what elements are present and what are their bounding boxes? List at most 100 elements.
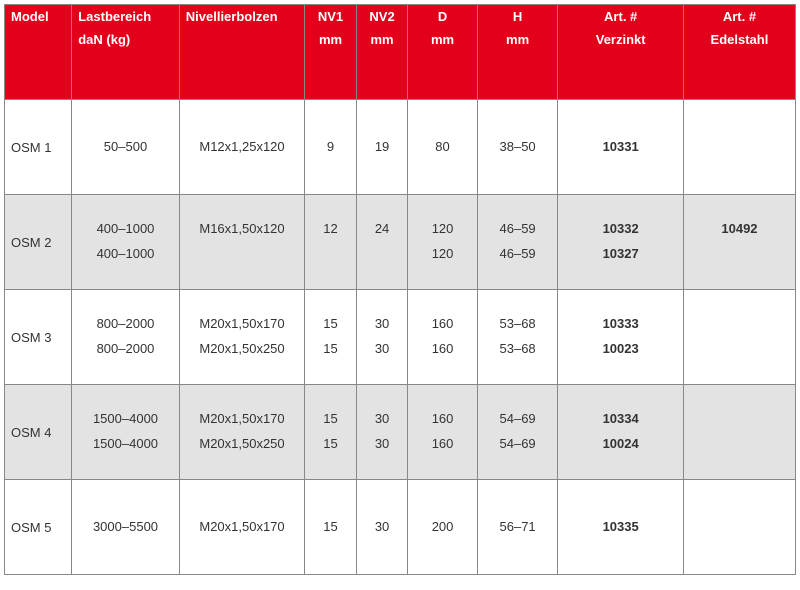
header-h-l1: H (484, 9, 552, 24)
cell-d: 120120 (408, 195, 477, 290)
cell-value: M20x1,50x170 (186, 407, 298, 432)
cell-value: 46–59 (484, 217, 552, 242)
cell-nv1: 12 (305, 195, 357, 290)
cell-niv: M12x1,25x120 (179, 100, 304, 195)
cell-value (690, 242, 789, 267)
cell-value: 120 (414, 242, 470, 267)
header-nv1-l1: NV1 (311, 9, 350, 24)
cell-value (690, 407, 789, 432)
cell-value: 80 (414, 135, 470, 160)
header-arte-l1: Art. # (690, 9, 789, 24)
cell-value: 30 (363, 312, 402, 337)
cell-value: 19 (363, 135, 402, 160)
cell-value: 400–1000 (78, 242, 173, 267)
header-nv2-l2: mm (363, 32, 402, 47)
cell-value: 54–69 (484, 432, 552, 457)
cell-nv2: 19 (356, 100, 408, 195)
cell-art_e (683, 290, 795, 385)
cell-last: 800–2000800–2000 (72, 290, 180, 385)
header-art-edelstahl: Art. # Edelstahl (683, 5, 795, 100)
cell-value: 10335 (564, 515, 676, 540)
cell-niv: M16x1,50x120 (179, 195, 304, 290)
cell-value: 9 (311, 135, 350, 160)
cell-value: 3000–5500 (78, 515, 173, 540)
cell-value (690, 312, 789, 337)
cell-value: 30 (363, 515, 402, 540)
cell-value: 15 (311, 407, 350, 432)
cell-nv1: 9 (305, 100, 357, 195)
header-nv2: NV2 mm (356, 5, 408, 100)
cell-art_v: 1033310023 (558, 290, 683, 385)
cell-value: 400–1000 (78, 217, 173, 242)
cell-value: 46–59 (484, 242, 552, 267)
cell-value: 24 (363, 217, 402, 242)
cell-last: 3000–5500 (72, 480, 180, 575)
cell-nv2: 3030 (356, 385, 408, 480)
cell-h: 56–71 (477, 480, 558, 575)
header-h-l2: mm (484, 32, 552, 47)
table-header: Model Lastbereich daN (kg) Nivellierbolz… (5, 5, 796, 100)
cell-value: 30 (363, 407, 402, 432)
cell-art_v: 10331 (558, 100, 683, 195)
cell-art_v: 1033210327 (558, 195, 683, 290)
cell-niv: M20x1,50x170 (179, 480, 304, 575)
header-last-l2: daN (kg) (78, 32, 173, 47)
cell-value: 30 (363, 432, 402, 457)
cell-model: OSM 4 (5, 385, 72, 480)
cell-value: 53–68 (484, 312, 552, 337)
header-art-verzinkt: Art. # Verzinkt (558, 5, 683, 100)
header-niv-l1: Nivellierbolzen (186, 9, 298, 24)
cell-value: 54–69 (484, 407, 552, 432)
header-last: Lastbereich daN (kg) (72, 5, 180, 100)
cell-value: 15 (311, 515, 350, 540)
cell-value (690, 135, 789, 160)
table-row: OSM 53000–5500M20x1,50x170153020056–7110… (5, 480, 796, 575)
cell-value: 800–2000 (78, 312, 173, 337)
cell-h: 46–5946–59 (477, 195, 558, 290)
cell-value (690, 432, 789, 457)
cell-value: 10332 (564, 217, 676, 242)
table-row: OSM 2400–1000400–1000M16x1,50x120 12 24 … (5, 195, 796, 290)
cell-nv1: 1515 (305, 385, 357, 480)
cell-nv1: 15 (305, 480, 357, 575)
header-nv1-l2: mm (311, 32, 350, 47)
header-d-l1: D (414, 9, 470, 24)
cell-value (311, 242, 350, 267)
header-d-l2: mm (414, 32, 470, 47)
cell-value: 53–68 (484, 337, 552, 362)
header-niv: Nivellierbolzen (179, 5, 304, 100)
cell-value: 160 (414, 312, 470, 337)
cell-value: 15 (311, 312, 350, 337)
cell-value: 50–500 (78, 135, 173, 160)
cell-value: 12 (311, 217, 350, 242)
cell-h: 38–50 (477, 100, 558, 195)
spec-table: Model Lastbereich daN (kg) Nivellierbolz… (4, 4, 796, 575)
cell-value: M12x1,25x120 (186, 135, 298, 160)
cell-nv1: 1515 (305, 290, 357, 385)
cell-d: 160160 (408, 385, 477, 480)
cell-model: OSM 1 (5, 100, 72, 195)
cell-value (363, 242, 402, 267)
cell-value: 56–71 (484, 515, 552, 540)
cell-value: 38–50 (484, 135, 552, 160)
cell-value: 200 (414, 515, 470, 540)
header-artv-l1: Art. # (564, 9, 676, 24)
cell-h: 53–6853–68 (477, 290, 558, 385)
cell-value: 1500–4000 (78, 432, 173, 457)
header-model-l1: Model (11, 9, 65, 24)
cell-value (186, 242, 298, 267)
cell-art_v: 1033410024 (558, 385, 683, 480)
cell-value (690, 515, 789, 540)
cell-value: 15 (311, 337, 350, 362)
cell-art_e (683, 480, 795, 575)
header-arte-l2: Edelstahl (690, 32, 789, 47)
cell-value: M20x1,50x250 (186, 432, 298, 457)
cell-value: 10023 (564, 337, 676, 362)
cell-value: M20x1,50x170 (186, 312, 298, 337)
cell-value: M20x1,50x250 (186, 337, 298, 362)
cell-nv2: 30 (356, 480, 408, 575)
cell-art_v: 10335 (558, 480, 683, 575)
cell-value: 10331 (564, 135, 676, 160)
cell-last: 1500–40001500–4000 (72, 385, 180, 480)
cell-value: 120 (414, 217, 470, 242)
